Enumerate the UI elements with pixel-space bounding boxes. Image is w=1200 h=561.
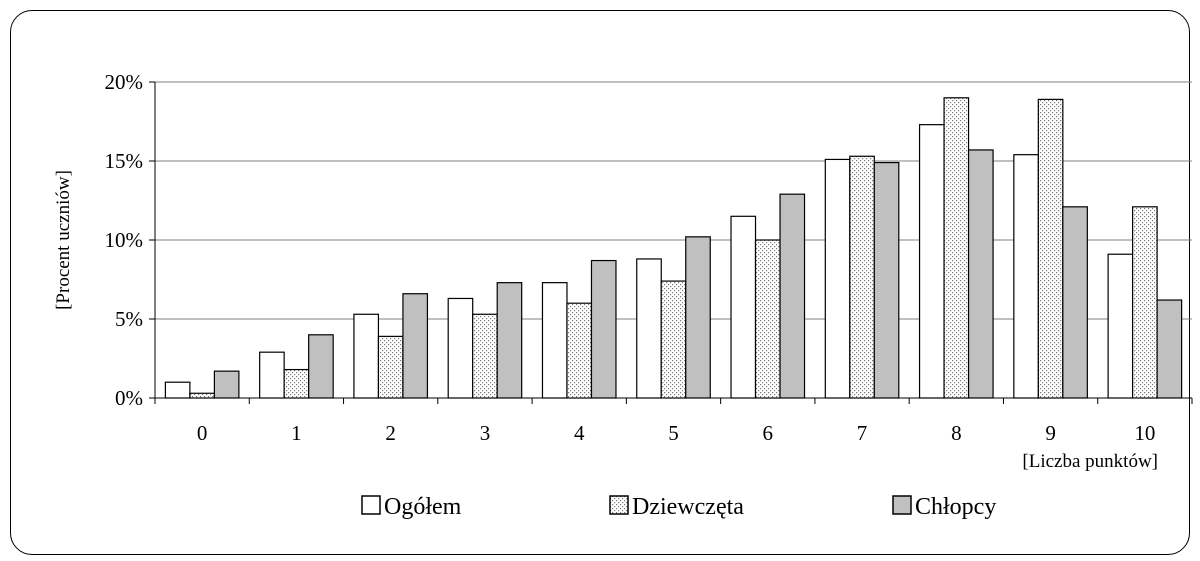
x-tick-label: 3 <box>480 421 491 445</box>
bar-gray <box>1156 299 1183 399</box>
bar-white <box>1107 253 1134 399</box>
legend-swatch <box>609 495 629 515</box>
x-tick-label: 4 <box>574 421 585 445</box>
bar-dotted <box>377 335 404 399</box>
bar-dotted <box>1037 98 1064 399</box>
bar-dotted <box>566 302 593 399</box>
bar-dotted <box>849 155 875 399</box>
bar-gray <box>1062 206 1088 399</box>
x-tick-label: 9 <box>1045 421 1056 445</box>
legend-label: Ogółem <box>384 494 462 520</box>
bar-gray <box>308 334 334 399</box>
legend: Ogółem Dziewczęta Chłopcy <box>361 494 996 520</box>
bar-gray <box>590 259 617 399</box>
bar-gray <box>496 282 523 399</box>
bar-white <box>824 158 851 399</box>
bars <box>164 97 1183 399</box>
bar-gray <box>402 293 429 399</box>
bar-white <box>636 258 662 399</box>
legend-swatch <box>892 495 912 515</box>
axes <box>149 81 1193 404</box>
x-tick-label: 8 <box>951 421 962 445</box>
y-axis-title: [Procent uczniów] <box>53 170 74 310</box>
y-tick-label: 20% <box>105 70 144 94</box>
bar-white <box>1013 154 1039 399</box>
x-tick-label: 0 <box>197 421 208 445</box>
bar-white <box>164 381 191 399</box>
x-tick-label: 1 <box>291 421 302 445</box>
bar-white <box>730 215 757 399</box>
x-axis-title: [Liczba punktów] <box>1022 451 1158 472</box>
bar-dotted <box>660 280 687 399</box>
legend-swatch <box>361 495 381 515</box>
bar-dotted <box>1132 206 1158 399</box>
bar-white <box>541 282 568 399</box>
y-tick-label: 15% <box>105 149 144 173</box>
bar-gray <box>213 370 240 399</box>
bar-dotted <box>283 368 310 399</box>
bar-dotted <box>472 313 498 399</box>
x-tick-label: 10 <box>1134 421 1155 445</box>
x-tick-label: 7 <box>857 421 868 445</box>
x-tick-label: 2 <box>385 421 396 445</box>
x-tick-label: 6 <box>763 421 774 445</box>
bar-gray <box>873 161 900 399</box>
bar-white <box>353 313 380 399</box>
bar-white <box>918 124 945 399</box>
y-tick-label: 5% <box>115 307 143 331</box>
bar-white <box>447 297 474 399</box>
bar-dotted <box>754 239 781 399</box>
bar-white <box>259 351 285 399</box>
legend-label: Dziewczęta <box>632 494 744 520</box>
tick-labels: 0% 5% 10% 15% 20% 0 1 2 3 4 5 6 7 8 9 10 <box>105 70 1156 445</box>
x-tick-label: 5 <box>668 421 679 445</box>
y-tick-label: 10% <box>105 228 144 252</box>
bar-dotted <box>189 392 215 399</box>
bar-gray <box>685 236 711 399</box>
bar-gray <box>779 193 806 399</box>
bar-gray <box>967 149 994 399</box>
bar-dotted <box>943 97 970 399</box>
legend-label: Chłopcy <box>915 494 996 520</box>
y-tick-label: 0% <box>115 386 143 410</box>
